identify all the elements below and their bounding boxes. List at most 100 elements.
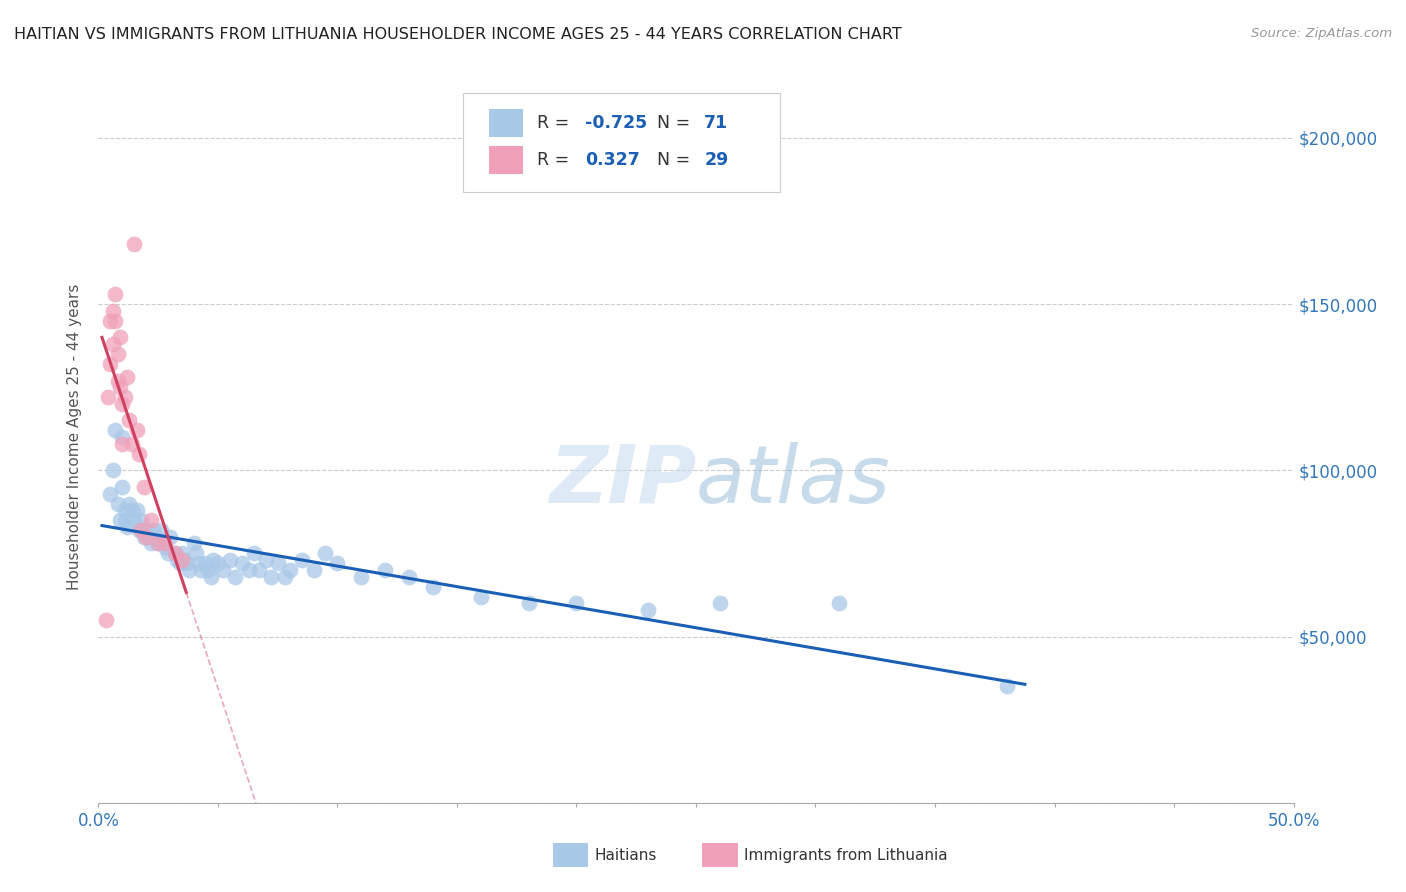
Point	[183, 536, 205, 550]
Point	[121, 503, 143, 517]
Point	[259, 570, 281, 584]
Point	[118, 497, 141, 511]
Point	[186, 546, 208, 560]
Point	[94, 613, 117, 627]
Y-axis label: Householder Income Ages 25 - 44 years: Householder Income Ages 25 - 44 years	[67, 284, 83, 591]
Point	[108, 330, 131, 344]
Point	[148, 536, 170, 550]
Text: Immigrants from Lithuania: Immigrants from Lithuania	[744, 848, 948, 863]
Text: Source: ZipAtlas.com: Source: ZipAtlas.com	[1251, 27, 1392, 40]
Point	[138, 530, 160, 544]
Point	[274, 570, 297, 584]
Point	[828, 596, 851, 610]
Point	[267, 557, 290, 571]
Point	[132, 530, 155, 544]
Point	[101, 303, 124, 318]
Point	[155, 536, 177, 550]
Text: 29: 29	[704, 151, 728, 169]
Text: 0.327: 0.327	[585, 151, 640, 169]
Text: R =: R =	[537, 114, 575, 132]
Point	[114, 513, 136, 527]
FancyBboxPatch shape	[489, 146, 523, 174]
Point	[278, 563, 301, 577]
Point	[243, 546, 266, 560]
Text: R =: R =	[537, 151, 581, 169]
Text: N =: N =	[657, 151, 696, 169]
Point	[195, 557, 218, 571]
Point	[470, 590, 492, 604]
Point	[565, 596, 588, 610]
Point	[176, 557, 198, 571]
Point	[254, 553, 277, 567]
Point	[107, 497, 129, 511]
Point	[108, 513, 131, 527]
Point	[128, 523, 150, 537]
Point	[173, 553, 195, 567]
Point	[148, 536, 170, 550]
Point	[187, 557, 209, 571]
Point	[125, 424, 148, 438]
Point	[231, 557, 253, 571]
Point	[190, 563, 212, 577]
Point	[517, 596, 540, 610]
Point	[128, 447, 150, 461]
Point	[709, 596, 731, 610]
Point	[124, 237, 146, 252]
Point	[315, 546, 337, 560]
Point	[115, 370, 138, 384]
Point	[224, 570, 246, 584]
Text: Haitians: Haitians	[595, 848, 657, 863]
Point	[350, 570, 373, 584]
Text: 71: 71	[704, 114, 728, 132]
Point	[207, 557, 229, 571]
Point	[145, 530, 167, 544]
Point	[159, 530, 181, 544]
Point	[152, 536, 174, 550]
Point	[155, 540, 177, 554]
Point	[108, 380, 131, 394]
Point	[156, 546, 179, 560]
Point	[219, 553, 242, 567]
Text: ZIP: ZIP	[548, 442, 696, 520]
Point	[115, 520, 138, 534]
Point	[111, 430, 134, 444]
Point	[247, 563, 270, 577]
Point	[139, 536, 162, 550]
Point	[149, 523, 172, 537]
Point	[111, 436, 134, 450]
Point	[98, 357, 122, 371]
Point	[104, 314, 127, 328]
Point	[107, 374, 129, 388]
Point	[179, 563, 201, 577]
Point	[104, 424, 127, 438]
Point	[211, 563, 233, 577]
Point	[131, 523, 153, 537]
Point	[101, 463, 124, 477]
Text: N =: N =	[657, 114, 696, 132]
Point	[107, 347, 129, 361]
Text: HAITIAN VS IMMIGRANTS FROM LITHUANIA HOUSEHOLDER INCOME AGES 25 - 44 YEARS CORRE: HAITIAN VS IMMIGRANTS FROM LITHUANIA HOU…	[14, 27, 901, 42]
Point	[135, 523, 157, 537]
Point	[172, 553, 194, 567]
Point	[163, 546, 186, 560]
Text: -0.725: -0.725	[585, 114, 647, 132]
Point	[132, 480, 155, 494]
Point	[172, 546, 194, 560]
Point	[97, 390, 120, 404]
Point	[163, 546, 186, 560]
Point	[101, 337, 124, 351]
Point	[118, 413, 141, 427]
Point	[125, 503, 148, 517]
Point	[131, 513, 153, 527]
Point	[111, 397, 134, 411]
Point	[995, 680, 1018, 694]
FancyBboxPatch shape	[553, 843, 589, 867]
Point	[124, 513, 146, 527]
FancyBboxPatch shape	[489, 110, 523, 137]
Point	[135, 530, 157, 544]
Point	[104, 287, 127, 301]
Text: atlas: atlas	[696, 442, 891, 520]
FancyBboxPatch shape	[463, 94, 780, 192]
Point	[238, 563, 260, 577]
Point	[114, 503, 136, 517]
